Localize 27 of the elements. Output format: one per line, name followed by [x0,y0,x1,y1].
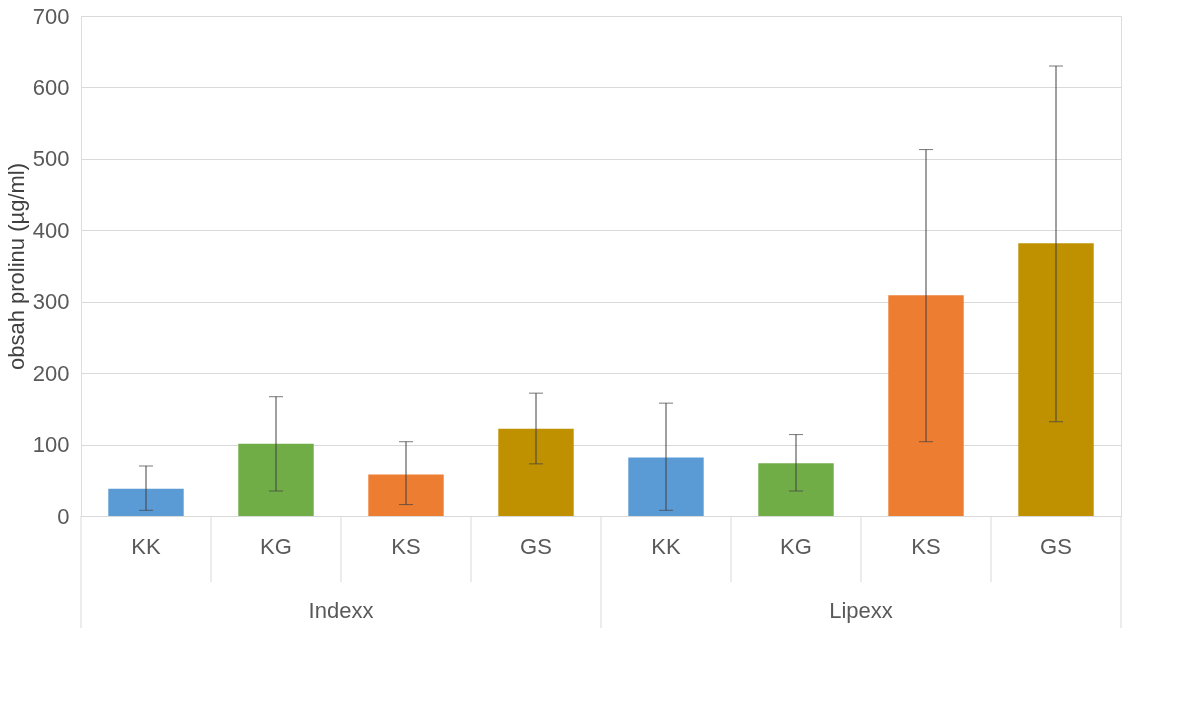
text: Lipexx [829,598,893,623]
y-tick-label: 100 [32,432,70,458]
bar [758,463,834,516]
y-tick-label: 600 [32,74,70,100]
bar [628,457,704,516]
x-tick-label: GS [520,533,552,559]
y-tick-label: 300 [32,289,70,315]
y-tick-label: 700 [32,3,70,29]
y-tick-label: 200 [32,360,70,386]
bar [238,443,314,516]
y-tick-label: 400 [32,217,70,243]
x-tick-label: KS [911,533,941,559]
bar [888,295,964,516]
y-tick-label: 500 [32,146,70,172]
text: Indexx [308,598,374,623]
bar [368,474,444,516]
x-tick-label: KK [131,533,161,559]
x-tick-label: KK [651,533,681,559]
bar [1018,243,1094,516]
x-tick-label: KG [780,533,812,559]
bar [498,428,574,516]
x-tick-label: KG [260,533,292,559]
bar [108,488,184,516]
y-axis-title: obsah prolinu (µg/ml) [3,162,29,371]
x-tick-label: KS [391,533,421,559]
y-tick-label: 0 [57,503,70,529]
x-tick-label: GS [1040,533,1072,559]
